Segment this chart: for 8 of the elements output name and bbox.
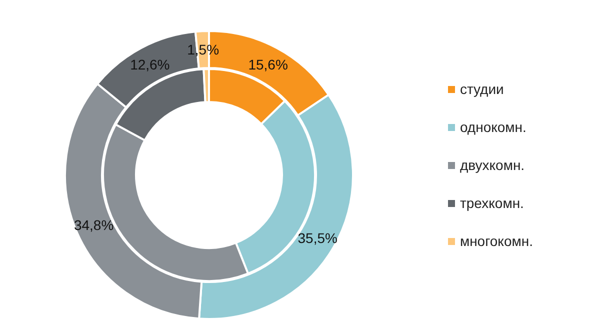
legend-label: двухкомн.: [460, 157, 525, 173]
legend-label: многокомн.: [460, 233, 533, 249]
data-label: 35,5%: [298, 230, 338, 246]
legend-label: однокомн.: [460, 119, 526, 135]
legend-label: трехкомн.: [460, 195, 524, 211]
data-label: 15,6%: [248, 56, 288, 72]
data-label: 12,6%: [130, 56, 170, 72]
legend-label: студии: [460, 81, 504, 97]
